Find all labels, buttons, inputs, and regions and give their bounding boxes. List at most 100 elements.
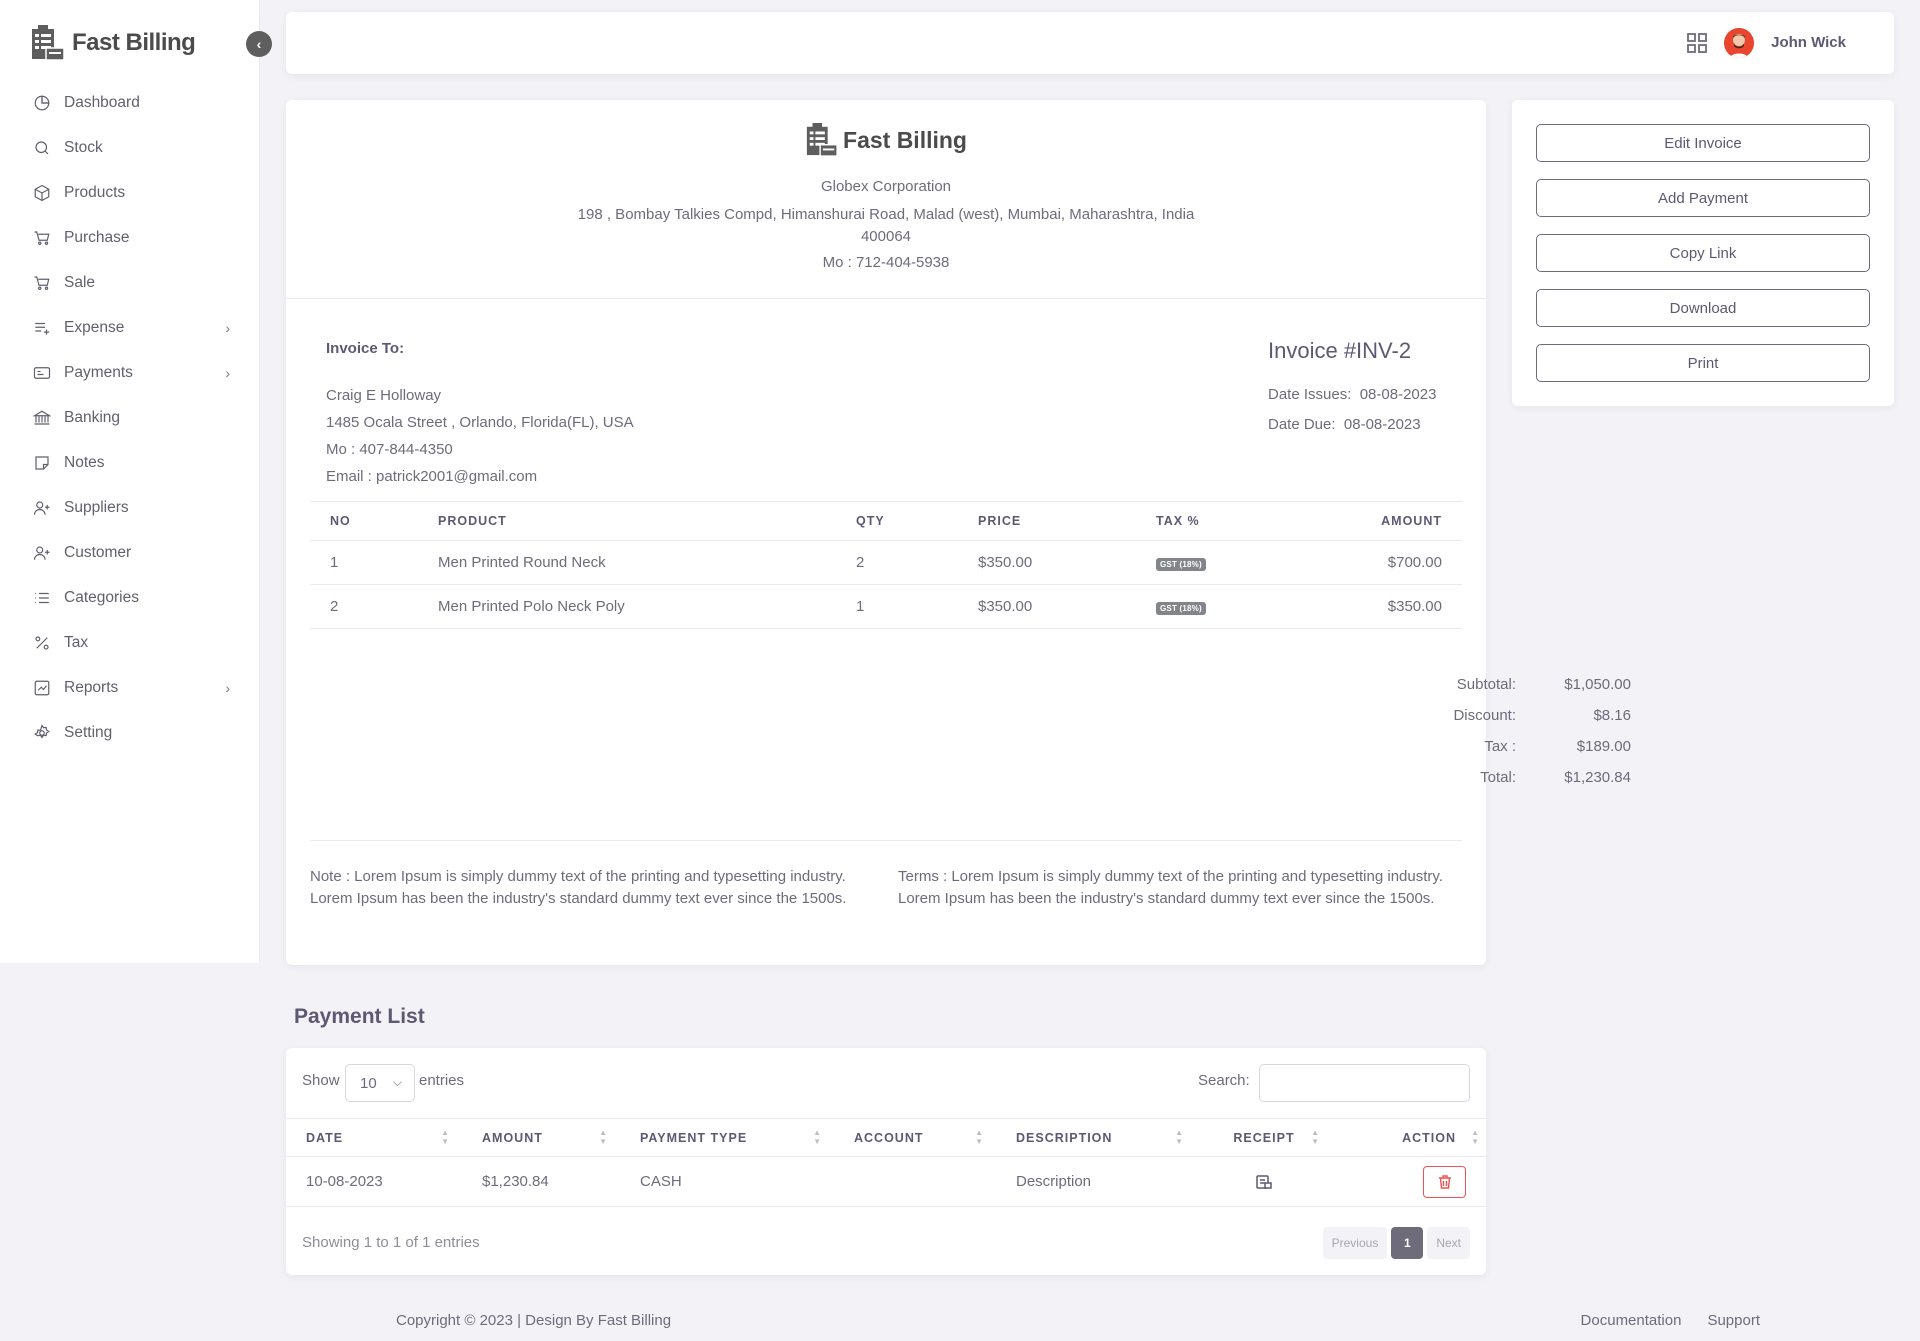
invoice-card: Fast Billing Globex Corporation 198 , Bo…	[286, 100, 1631, 965]
footer-link-documentation[interactable]: Documentation	[1580, 1312, 1682, 1329]
item-product: Men Printed Round Neck	[418, 540, 836, 585]
box-icon	[32, 183, 52, 203]
subtotal-value: $1,050.00	[1564, 676, 1631, 693]
sidebar-item-label: Reports	[64, 678, 119, 696]
col-action[interactable]: ACTION ▲ ▼	[1332, 1118, 1486, 1157]
sidebar-item-categories[interactable]: Categories	[0, 575, 260, 620]
discount-value: $8.16	[1593, 707, 1631, 724]
sidebar-item-sale[interactable]: Sale	[0, 260, 260, 305]
table-row: 10-08-2023 $1,230.84 CASH Description	[286, 1156, 1486, 1207]
sidebar-item-setting[interactable]: Setting	[0, 710, 260, 755]
page-size-value: 10	[360, 1074, 377, 1092]
pagination-previous[interactable]: Previous	[1322, 1227, 1388, 1259]
user-name[interactable]: John Wick	[1771, 34, 1846, 51]
sidebar-item-label: Sale	[64, 273, 96, 291]
pagination-page-1[interactable]: 1	[1391, 1227, 1424, 1259]
credit-card-icon	[32, 363, 52, 383]
invoice-actions-card: Edit Invoice Add Payment Copy Link Downl…	[1512, 100, 1894, 406]
col-amount: AMOUNT	[1306, 501, 1462, 541]
percent-icon	[32, 633, 52, 653]
print-button[interactable]: Print	[1536, 344, 1870, 382]
discount-label: Discount:	[1453, 707, 1516, 724]
subtotal-label: Subtotal:	[1456, 676, 1516, 693]
payment-list-title: Payment List	[294, 1005, 425, 1028]
table-header-row: NO PRODUCT QTY PRICE TAX % AMOUNT	[310, 501, 1462, 541]
sidebar: Fast Billing Dashboard Stock Products Pu…	[0, 0, 260, 963]
footer-links: Documentation Support	[1581, 1312, 1760, 1329]
customer-details: Craig E Holloway 1485 Ocala Street , Orl…	[326, 382, 634, 490]
download-button[interactable]: Download	[1536, 289, 1870, 327]
brand-name: Fast Billing	[72, 29, 196, 56]
sidebar-item-purchase[interactable]: Purchase	[0, 215, 260, 260]
sidebar-item-label: Categories	[64, 588, 139, 606]
user-plus-icon	[32, 498, 52, 518]
date-issued-label: Date Issues:	[1268, 386, 1352, 403]
payment-date: 10-08-2023	[286, 1156, 462, 1207]
total-row: Total: $1,230.84	[1396, 769, 1726, 800]
apps-grid-icon[interactable]	[1686, 32, 1708, 54]
table-row: 1 Men Printed Round Neck 2 $350.00 GST (…	[310, 540, 1462, 585]
showing-entries-info: Showing 1 to 1 of 1 entries	[302, 1234, 480, 1251]
item-price: $350.00	[958, 584, 1136, 629]
col-amount[interactable]: AMOUNT ▲ ▼	[462, 1118, 620, 1157]
edit-invoice-button[interactable]: Edit Invoice	[1536, 124, 1870, 162]
sidebar-item-expense[interactable]: Expense ›	[0, 305, 260, 350]
invoice-to-label: Invoice To:	[326, 340, 405, 357]
cart-icon	[32, 273, 52, 293]
chevron-left-icon: ‹	[256, 36, 262, 52]
company-address-line2: 400064	[860, 228, 912, 245]
subtotal-row: Subtotal: $1,050.00	[1396, 676, 1726, 707]
date-issued-row: Date Issues: 08-08-2023	[1268, 380, 1436, 410]
chart-icon	[32, 678, 52, 698]
payment-table: DATE ▲ ▼ AMOUNT ▲ ▼ PAYMENT TYPE ▲ ▼ ACCOUNT ▲ ▼…	[286, 1118, 1486, 1207]
sidebar-item-banking[interactable]: Banking	[0, 395, 260, 440]
total-value: $1,230.84	[1564, 769, 1631, 786]
sidebar-item-reports[interactable]: Reports ›	[0, 665, 260, 710]
receipt-icon[interactable]	[1255, 1173, 1273, 1191]
sidebar-item-suppliers[interactable]: Suppliers	[0, 485, 260, 530]
company-mobile: Mo : 712-404-5938	[822, 254, 950, 271]
pagination-next[interactable]: Next	[1427, 1227, 1470, 1259]
copy-link-button[interactable]: Copy Link	[1536, 234, 1870, 272]
col-payment-type[interactable]: PAYMENT TYPE ▲ ▼	[620, 1118, 834, 1157]
sidebar-item-stock[interactable]: Stock	[0, 125, 260, 170]
sidebar-item-label: Products	[64, 183, 126, 201]
page-size-select[interactable]: 10 ⌵	[345, 1064, 415, 1102]
sidebar-item-label: Notes	[64, 453, 105, 471]
col-payment-type-label: PAYMENT TYPE	[640, 1130, 748, 1145]
avatar[interactable]	[1724, 28, 1754, 58]
col-receipt[interactable]: RECEIPT ▲ ▼	[1196, 1118, 1332, 1157]
footer-link-support[interactable]: Support	[1707, 1312, 1760, 1329]
col-description[interactable]: DESCRIPTION ▲ ▼	[996, 1118, 1196, 1157]
sidebar-collapse-button[interactable]: ‹	[246, 31, 272, 57]
col-account[interactable]: ACCOUNT ▲ ▼	[834, 1118, 996, 1157]
col-date[interactable]: DATE ▲ ▼	[286, 1118, 462, 1157]
col-qty: QTY	[836, 501, 958, 541]
sidebar-item-tax[interactable]: Tax	[0, 620, 260, 665]
search-input[interactable]	[1259, 1064, 1470, 1102]
sidebar-item-dashboard[interactable]: Dashboard	[0, 80, 260, 125]
delete-button[interactable]	[1423, 1165, 1466, 1198]
sidebar-item-customer[interactable]: Customer	[0, 530, 260, 575]
cart-icon	[32, 228, 52, 248]
tax-badge: GST (18%)	[1156, 602, 1206, 615]
tax-row: Tax : $189.00	[1396, 738, 1726, 769]
user-plus-icon	[32, 543, 52, 563]
invoice-number: Invoice #INV-2	[1268, 338, 1412, 363]
brand-logo-link[interactable]: Fast Billing	[30, 24, 196, 62]
invoice-terms: Terms : Lorem Ipsum is simply dummy text…	[898, 868, 1443, 907]
bank-icon	[32, 408, 52, 428]
sidebar-item-products[interactable]: Products	[0, 170, 260, 215]
item-qty: 2	[836, 540, 958, 585]
date-due-label: Date Due:	[1268, 416, 1336, 433]
sidebar-item-payments[interactable]: Payments ›	[0, 350, 260, 395]
sidebar-item-notes[interactable]: Notes	[0, 440, 260, 485]
sidebar-item-label: Suppliers	[64, 498, 129, 516]
add-payment-button[interactable]: Add Payment	[1536, 179, 1870, 217]
company-address: 198 , Bombay Talkies Compd, Himanshurai …	[566, 204, 1206, 248]
sticky-note-icon	[32, 453, 52, 473]
invoice-brand-name: Fast Billing	[843, 126, 967, 153]
company-address-line1: 198 , Bombay Talkies Compd, Himanshurai …	[577, 206, 1195, 223]
sort-icon: ▲ ▼	[599, 1128, 608, 1146]
col-tax: TAX %	[1136, 501, 1306, 541]
